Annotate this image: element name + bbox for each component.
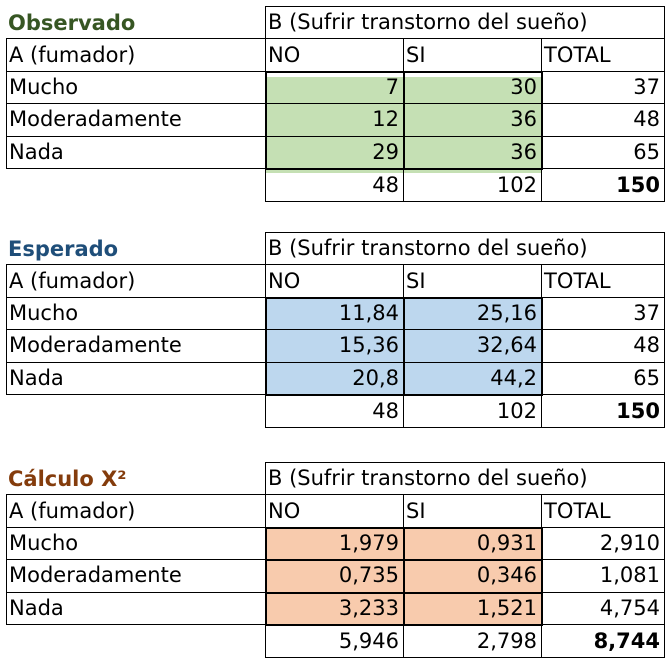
expected-grand-total: 150: [616, 399, 660, 423]
chi-col-si: SI: [406, 499, 426, 523]
expected-cell-no: 15,36: [338, 333, 399, 357]
observed-col-si: SI: [406, 43, 426, 67]
expected-cell-si: 44,2: [490, 366, 537, 390]
expected-cell-total: 48: [633, 333, 660, 357]
observed-total-no: 48: [372, 173, 399, 197]
chi-grand-total: 8,744: [593, 629, 660, 653]
expected-total-no: 48: [372, 399, 399, 423]
chi-cell-si: 0,346: [476, 563, 537, 587]
chi-row-label: Nada: [9, 596, 64, 620]
expected-cell-si: 32,64: [476, 333, 537, 357]
chi-col-no: NO: [268, 499, 301, 523]
chi-total-si: 2,798: [476, 629, 537, 653]
chi-table: Cálculo X² B (Sufrir transtorno del sueñ…: [0, 462, 669, 658]
observed-title: Observado: [8, 11, 136, 35]
expected-title: Esperado: [8, 237, 119, 261]
chi-title: Cálculo X²: [8, 467, 127, 491]
observed-table: Observado B (Sufrir transtorno del sueño…: [0, 6, 669, 202]
chi-col-total: TOTAL: [544, 499, 611, 523]
observed-row-label: Nada: [9, 140, 64, 164]
observed-grand-total: 150: [616, 173, 660, 197]
chi-header-a: A (fumador): [9, 499, 136, 523]
chi-header-b: B (Sufrir transtorno del sueño): [268, 466, 588, 490]
expected-col-no: NO: [268, 269, 301, 293]
chi-cell-total: 1,081: [599, 563, 660, 587]
expected-cell-total: 65: [633, 366, 660, 390]
expected-row-label: Moderadamente: [9, 333, 182, 357]
observed-col-no: NO: [268, 43, 301, 67]
observed-cell-si: 30: [510, 75, 537, 99]
observed-cell-si: 36: [510, 140, 537, 164]
expected-row-label: Nada: [9, 366, 64, 390]
observed-header-a: A (fumador): [9, 43, 136, 67]
observed-row-label: Moderadamente: [9, 107, 182, 131]
observed-cell-no: 29: [372, 140, 399, 164]
expected-col-si: SI: [406, 269, 426, 293]
expected-col-total: TOTAL: [544, 269, 611, 293]
chi-cell-total: 4,754: [599, 596, 660, 620]
chi-cell-si: 1,521: [476, 596, 537, 620]
observed-col-total: TOTAL: [544, 43, 611, 67]
observed-header-b: B (Sufrir transtorno del sueño): [268, 10, 588, 34]
expected-cell-no: 20,8: [352, 366, 399, 390]
expected-table: Esperado B (Sufrir transtorno del sueño)…: [0, 232, 669, 428]
chi-cell-no: 1,979: [338, 531, 399, 555]
expected-cell-si: 25,16: [476, 301, 537, 325]
chi-cell-total: 2,910: [599, 531, 660, 555]
expected-header-b: B (Sufrir transtorno del sueño): [268, 236, 588, 260]
expected-cell-no: 11,84: [338, 301, 399, 325]
expected-header-a: A (fumador): [9, 269, 136, 293]
observed-row-label: Mucho: [9, 75, 79, 99]
observed-cell-si: 36: [510, 107, 537, 131]
chi-row-label: Moderadamente: [9, 563, 182, 587]
chi-cell-no: 3,233: [338, 596, 399, 620]
chi-total-no: 5,946: [338, 629, 399, 653]
expected-cell-total: 37: [633, 301, 660, 325]
observed-cell-no: 7: [385, 75, 399, 99]
chi-cell-no: 0,735: [338, 563, 399, 587]
observed-cell-total: 37: [633, 75, 660, 99]
observed-cell-total: 48: [633, 107, 660, 131]
observed-cell-no: 12: [372, 107, 399, 131]
observed-cell-total: 65: [633, 140, 660, 164]
expected-total-si: 102: [496, 399, 537, 423]
expected-row-label: Mucho: [9, 301, 79, 325]
chi-row-label: Mucho: [9, 531, 79, 555]
chi-cell-si: 0,931: [476, 531, 537, 555]
observed-total-si: 102: [496, 173, 537, 197]
